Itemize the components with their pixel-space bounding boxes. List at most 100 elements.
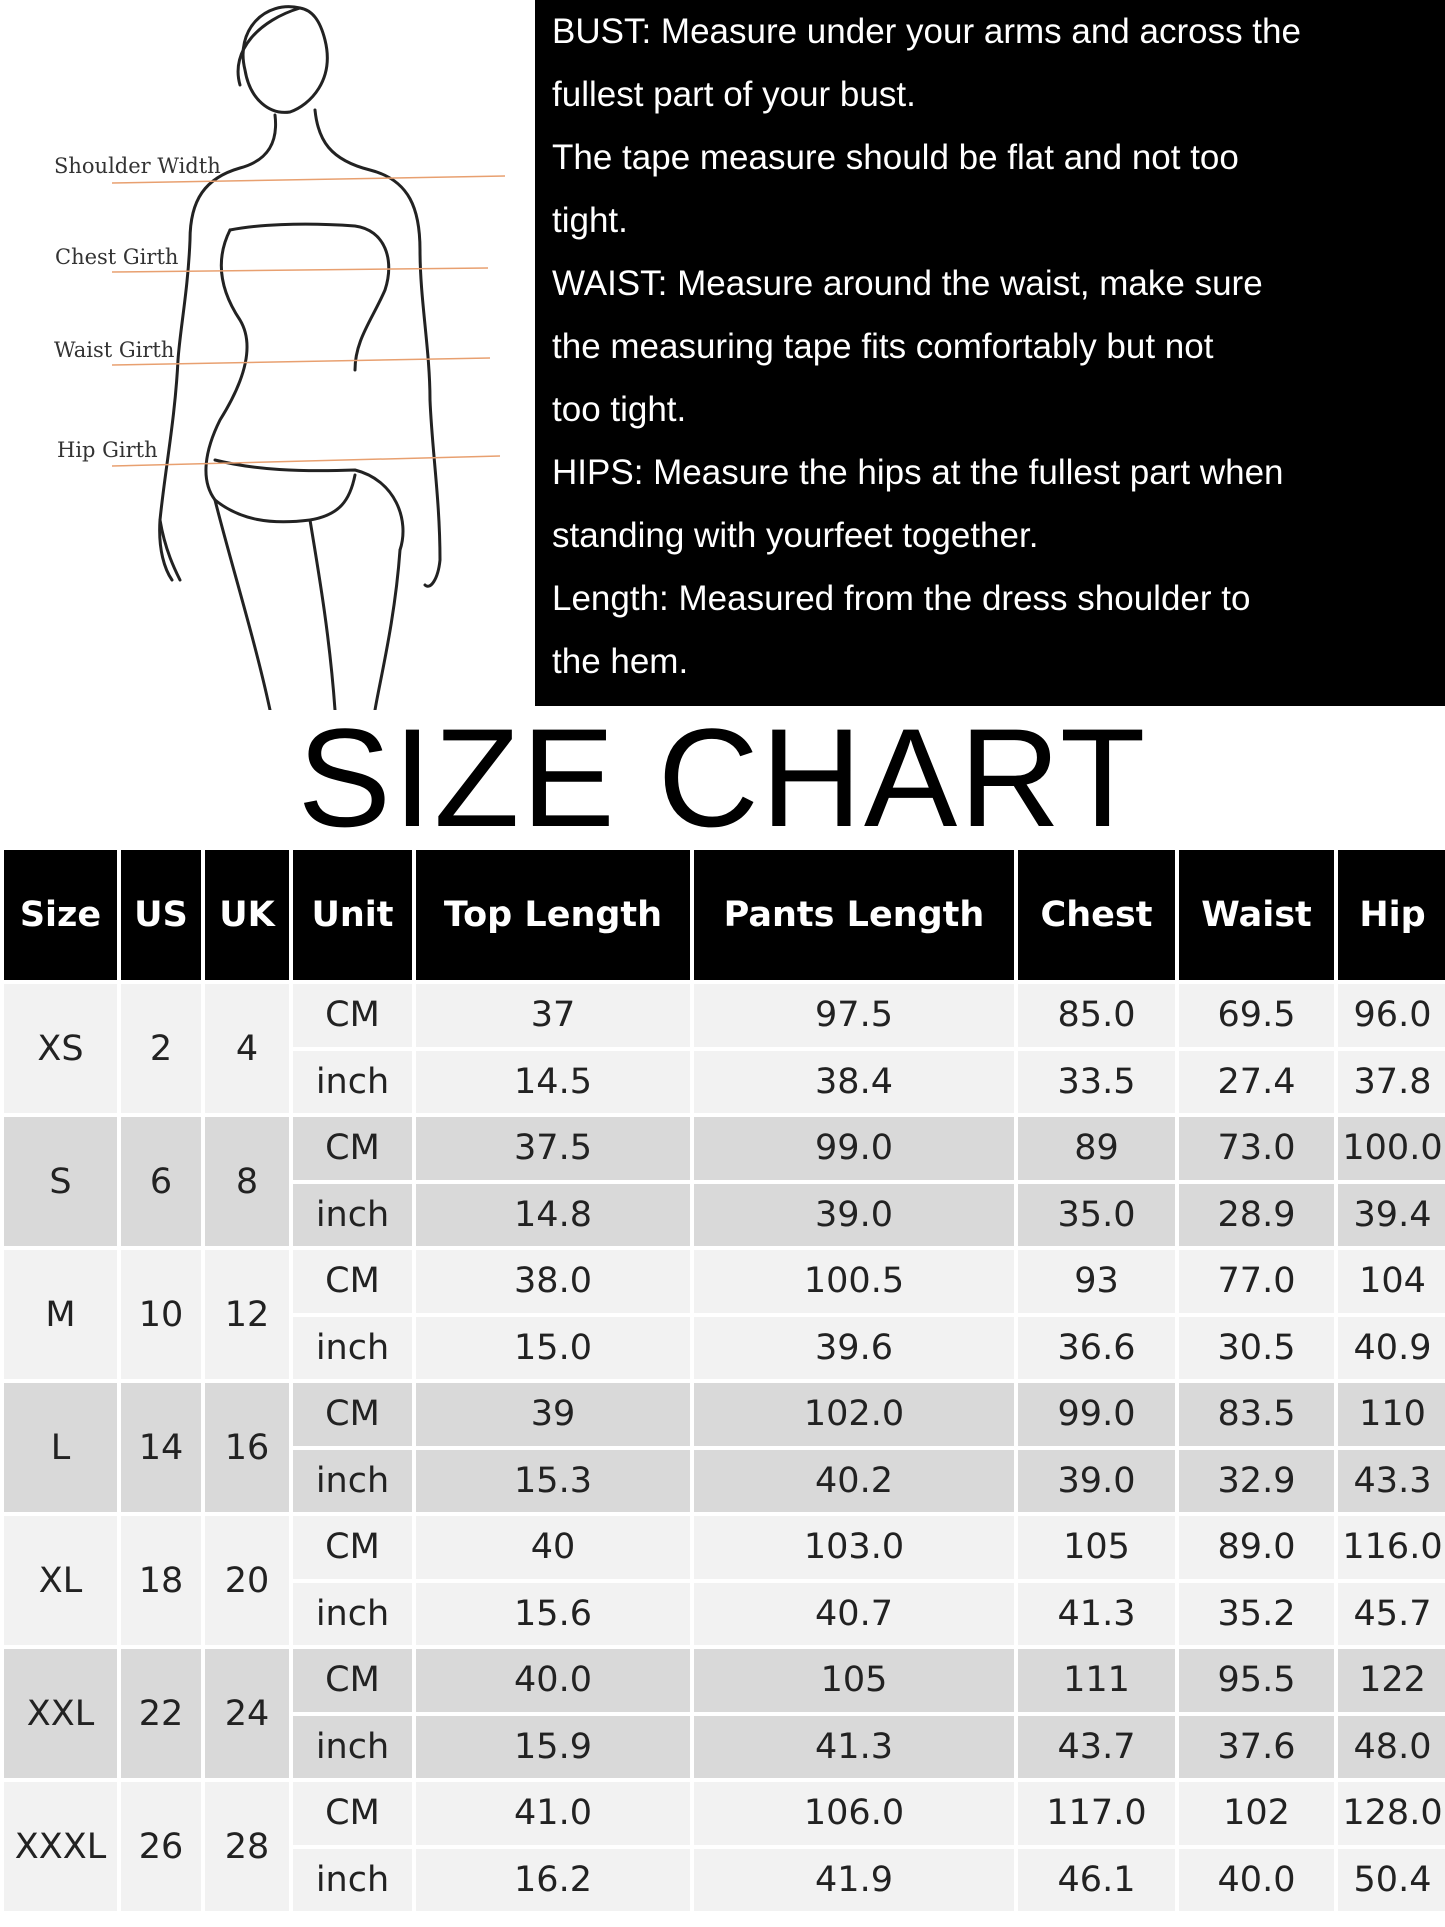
measurement-cell: 46.1 <box>1018 1848 1175 1911</box>
column-header: Top Length <box>416 850 690 980</box>
measurement-cell: 40 <box>416 1516 690 1579</box>
instruction-line: Length: Measured from the dress shoulder… <box>552 579 1251 618</box>
measurement-cell: 99.0 <box>694 1117 1014 1180</box>
us-size-cell: 18 <box>121 1516 201 1645</box>
measurement-cell: 95.5 <box>1179 1649 1334 1712</box>
measurement-cell: 14.5 <box>416 1050 690 1113</box>
measurement-cell: 40.0 <box>416 1649 690 1712</box>
page-title: SIZE CHART <box>297 699 1148 856</box>
us-size-cell: 10 <box>121 1250 201 1379</box>
size-cell: XXL <box>4 1649 117 1778</box>
measurement-cell: 69.5 <box>1179 984 1334 1047</box>
label-waist-girth: Waist Girth <box>54 338 175 362</box>
measurement-cell: 116.0 <box>1338 1516 1445 1579</box>
instruction-line: the hem. <box>552 642 689 681</box>
column-header: Waist <box>1179 850 1334 980</box>
unit-cell: CM <box>293 984 412 1047</box>
measurement-cell: 45.7 <box>1338 1582 1445 1645</box>
unit-cell: CM <box>293 1649 412 1712</box>
measurement-cell: 30.5 <box>1179 1316 1334 1379</box>
measurement-cell: 41.9 <box>694 1848 1014 1911</box>
measurement-cell: 39.0 <box>694 1183 1014 1246</box>
measurement-cell: 100.5 <box>694 1250 1014 1313</box>
uk-size-cell: 8 <box>205 1117 289 1246</box>
measurement-cell: 15.9 <box>416 1715 690 1778</box>
label-shoulder-width: Shoulder Width <box>54 154 221 178</box>
unit-cell: inch <box>293 1050 412 1113</box>
measurement-cell: 50.4 <box>1338 1848 1445 1911</box>
uk-size-cell: 4 <box>205 984 289 1113</box>
measurement-cell: 37.8 <box>1338 1050 1445 1113</box>
measurement-cell: 37.5 <box>416 1117 690 1180</box>
instruction-line: BUST: Measure under your arms and across… <box>552 12 1301 51</box>
instruction-line: the measuring tape fits comfortably but … <box>552 327 1214 366</box>
size-cell: XS <box>4 984 117 1113</box>
measurement-cell: 77.0 <box>1179 1250 1334 1313</box>
measurement-cell: 14.8 <box>416 1183 690 1246</box>
instruction-line: tight. <box>552 201 628 240</box>
measurement-cell: 105 <box>694 1649 1014 1712</box>
measurement-cell: 41.3 <box>1018 1582 1175 1645</box>
measurement-cell: 32.9 <box>1179 1449 1334 1512</box>
unit-cell: inch <box>293 1848 412 1911</box>
column-header: Unit <box>293 850 412 980</box>
measurement-cell: 36.6 <box>1018 1316 1175 1379</box>
column-header: UK <box>205 850 289 980</box>
us-size-cell: 26 <box>121 1782 201 1911</box>
label-hip-girth: Hip Girth <box>57 438 158 462</box>
column-header: Pants Length <box>694 850 1014 980</box>
unit-cell: inch <box>293 1449 412 1512</box>
measurement-cell: 41.3 <box>694 1715 1014 1778</box>
measurement-cell: 105 <box>1018 1516 1175 1579</box>
measurement-cell: 27.4 <box>1179 1050 1334 1113</box>
uk-size-cell: 24 <box>205 1649 289 1778</box>
body-measurement-figure: Shoulder Width Chest Girth Waist Girth H… <box>0 0 535 710</box>
measurement-cell: 110 <box>1338 1383 1445 1446</box>
size-cell: XXXL <box>4 1782 117 1911</box>
measurement-cell: 43.3 <box>1338 1449 1445 1512</box>
measurement-cell: 15.0 <box>416 1316 690 1379</box>
unit-cell: CM <box>293 1250 412 1313</box>
instruction-line: HIPS: Measure the hips at the fullest pa… <box>552 453 1284 492</box>
measurement-cell: 122 <box>1338 1649 1445 1712</box>
instruction-line: fullest part of your bust. <box>552 75 916 114</box>
us-size-cell: 2 <box>121 984 201 1113</box>
measurement-cell: 106.0 <box>694 1782 1014 1845</box>
measurement-cell: 38.4 <box>694 1050 1014 1113</box>
instruction-line: WAIST: Measure around the waist, make su… <box>552 264 1263 303</box>
unit-cell: CM <box>293 1782 412 1845</box>
measurement-cell: 37 <box>416 984 690 1047</box>
measurement-cell: 117.0 <box>1018 1782 1175 1845</box>
measurement-cell: 48.0 <box>1338 1715 1445 1778</box>
measurement-cell: 73.0 <box>1179 1117 1334 1180</box>
measurement-cell: 39.6 <box>694 1316 1014 1379</box>
measurement-cell: 89 <box>1018 1117 1175 1180</box>
unit-cell: CM <box>293 1516 412 1579</box>
uk-size-cell: 28 <box>205 1782 289 1911</box>
measurement-cell: 40.2 <box>694 1449 1014 1512</box>
size-cell: XL <box>4 1516 117 1645</box>
measurement-cell: 40.0 <box>1179 1848 1334 1911</box>
measurement-cell: 102 <box>1179 1782 1334 1845</box>
measurement-instructions: BUST: Measure under your arms and across… <box>535 0 1445 706</box>
measurement-cell: 38.0 <box>416 1250 690 1313</box>
size-cell: M <box>4 1250 117 1379</box>
measurement-cell: 35.0 <box>1018 1183 1175 1246</box>
measurement-cell: 39 <box>416 1383 690 1446</box>
measurement-cell: 15.3 <box>416 1449 690 1512</box>
measurement-cell: 39.4 <box>1338 1183 1445 1246</box>
measurement-cell: 41.0 <box>416 1782 690 1845</box>
measurement-cell: 99.0 <box>1018 1383 1175 1446</box>
instruction-line: The tape measure should be flat and not … <box>552 138 1239 177</box>
measurement-cell: 104 <box>1338 1250 1445 1313</box>
measurement-cell: 85.0 <box>1018 984 1175 1047</box>
us-size-cell: 22 <box>121 1649 201 1778</box>
measurement-cell: 33.5 <box>1018 1050 1175 1113</box>
size-cell: S <box>4 1117 117 1246</box>
measurement-cell: 128.0 <box>1338 1782 1445 1845</box>
measurement-cell: 89.0 <box>1179 1516 1334 1579</box>
column-header: Size <box>4 850 117 980</box>
measurement-cell: 28.9 <box>1179 1183 1334 1246</box>
label-chest-girth: Chest Girth <box>55 245 179 269</box>
unit-cell: CM <box>293 1383 412 1446</box>
